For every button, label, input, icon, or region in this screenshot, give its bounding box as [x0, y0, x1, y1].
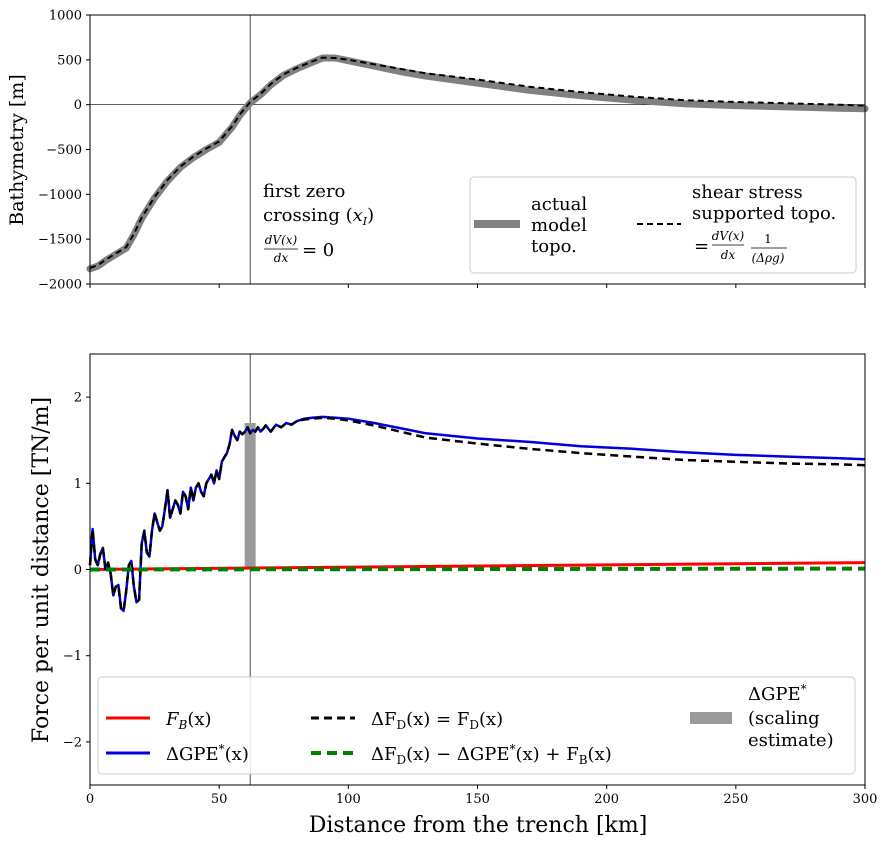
- force-y-ticks: 2 1 0 −1 −2: [63, 391, 90, 750]
- annotation-line-1: first zero: [263, 181, 345, 202]
- legend-actual-topo-line3: topo.: [531, 236, 577, 257]
- x-tick-label: 200: [594, 792, 619, 807]
- y-tick-label: −2: [63, 735, 82, 750]
- force-x-ticks: 0 50 100 150 200 250 300: [86, 785, 878, 807]
- shear-supported-topo-line: [89, 56, 866, 269]
- bathymetry-y-axis-label: Bathymetry [m]: [6, 74, 28, 226]
- force-plot: 2 1 0 −1 −2 0 50 100 150 200 250 300 Force per uni…: [29, 353, 878, 838]
- force-y-axis-label: Force per unit distance [TN/m]: [29, 397, 54, 743]
- y-tick-label: −1000: [38, 188, 82, 203]
- bathymetry-plot: 1000 500 0 −500 −1000 −1500 −2000 Bathymetry […: [6, 9, 869, 293]
- legend-shear-topo-line1: shear stress: [692, 182, 803, 203]
- legend-residual-label: ΔFD(x) − ΔGPE*(x) + FB(x): [371, 742, 612, 767]
- annotation-equals-zero: = 0: [302, 240, 334, 261]
- dfd-line: [88, 416, 866, 613]
- legend-scaling-line1: ΔGPE*: [748, 682, 807, 705]
- legend-scaling-line3: estimate): [748, 730, 834, 751]
- bathymetry-y-ticks: 1000 500 0 −500 −1000 −1500 −2000: [38, 9, 90, 293]
- bathymetry-plot-area: [86, 15, 869, 284]
- x-tick-label: 0: [86, 792, 94, 807]
- zero-crossing-annotation: first zero crossing (xI) dV(x) dx = 0: [263, 181, 374, 265]
- y-tick-label: 2: [74, 391, 82, 406]
- legend-shear-formula: = dV(x) dx 1 (Δρg): [694, 229, 787, 265]
- legend-scaling-line2: (scaling: [748, 708, 820, 729]
- x-tick-label: 50: [211, 792, 228, 807]
- y-tick-label: −2000: [38, 278, 82, 293]
- x-tick-label: 150: [465, 792, 490, 807]
- y-tick-label: −1500: [38, 233, 82, 248]
- legend-actual-topo-line1: actual: [531, 194, 587, 215]
- x-tick-label: 100: [336, 792, 361, 807]
- annotation-fraction-numerator: dV(x): [265, 233, 298, 247]
- svg-text:dV(x): dV(x): [712, 229, 745, 243]
- svg-text:1: 1: [764, 232, 772, 246]
- x-tick-label: 250: [723, 792, 748, 807]
- legend-dfd-label: ΔFD(x) = FD(x): [371, 709, 503, 732]
- y-tick-label: 1000: [49, 9, 82, 24]
- legend-shear-topo-line2: supported topo.: [692, 203, 836, 224]
- force-legend: FB(x) ΔGPE*(x) ΔFD(x) = FD(x) ΔFD(x) − Δ…: [97, 676, 856, 775]
- x-axis-label: Distance from the trench [km]: [309, 813, 648, 838]
- residual-line: [89, 566, 866, 572]
- force-legend-frame: [97, 676, 856, 775]
- x-tick-label: 300: [853, 792, 878, 807]
- y-tick-label: −1: [63, 649, 82, 664]
- force-plot-area: [88, 354, 866, 785]
- bathymetry-x-ticks: [89, 284, 866, 288]
- dgpe-line: [88, 415, 866, 613]
- legend-fb-label: FB(x): [165, 709, 212, 732]
- svg-text:(Δρg): (Δρg): [752, 251, 785, 265]
- y-tick-label: 500: [57, 53, 82, 68]
- legend-actual-topo-line2: model: [531, 215, 587, 236]
- legend-dgpe-label: ΔGPE*(x): [166, 742, 249, 765]
- bathymetry-legend: actual model topo. shear stress supporte…: [469, 176, 857, 274]
- y-tick-label: 0: [74, 563, 82, 578]
- annotation-line-2: crossing (xI): [263, 205, 374, 228]
- y-tick-label: 1: [74, 477, 82, 492]
- svg-text:dx: dx: [721, 248, 736, 262]
- y-tick-label: 0: [74, 98, 82, 113]
- svg-text:=: =: [694, 236, 709, 257]
- annotation-fraction-denominator: dx: [274, 251, 289, 265]
- y-tick-label: −500: [46, 143, 82, 158]
